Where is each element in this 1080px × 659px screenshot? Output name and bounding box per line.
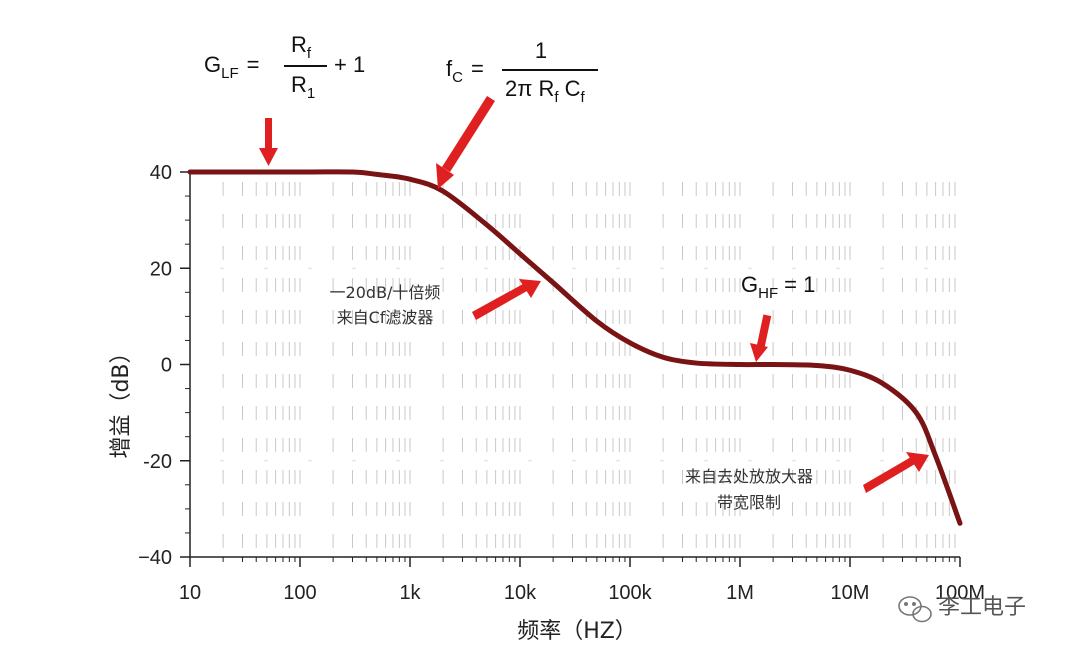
- glf-arrow: [259, 118, 278, 166]
- y-tick-label: 0: [161, 355, 172, 377]
- svg-text:Rf: Rf: [291, 32, 312, 62]
- opamp-annotation-line2: 带宽限制: [717, 493, 781, 512]
- y-axis-title: 增益（dB）: [109, 341, 134, 458]
- x-tick-label: 100M: [935, 582, 985, 604]
- axes: [189, 172, 960, 558]
- fc-formula: fC = 1 2π Rf Cf: [446, 38, 598, 106]
- x-tick-label: 10: [179, 582, 201, 604]
- svg-text:李工电子: 李工电子: [938, 595, 1026, 620]
- svg-text:1: 1: [535, 38, 547, 63]
- y-tick-label: 40: [150, 162, 172, 184]
- x-tick-label: 1M: [726, 582, 754, 604]
- x-tick-label: 10M: [831, 582, 870, 604]
- ghf-arrow: [750, 314, 772, 362]
- grid: [189, 182, 960, 551]
- svg-text:+ 1: + 1: [334, 52, 365, 77]
- y-tick-label: -20: [143, 451, 172, 473]
- svg-text:fC=: fC =: [446, 56, 484, 86]
- ghf-label: GHF = 1: [741, 272, 815, 302]
- gain-curve: [187, 169, 963, 526]
- opamp-arrow: [863, 452, 929, 493]
- ticks: [180, 171, 961, 567]
- x-axis-title: 频率（HZ）: [517, 619, 637, 644]
- x-tick-label: 100: [283, 582, 316, 604]
- arrows: [259, 96, 929, 493]
- tick-labels: 40 20 0 -20 −40 10 100 1k 10k 100k 1M 10M 100M: [138, 162, 985, 604]
- x-tick-label: 1k: [399, 582, 421, 604]
- slope-annotation-line2: 来自Cf滤波器: [337, 308, 434, 327]
- glf-formula: GLF = Rf R1 + 1: [204, 32, 365, 102]
- x-tick-label: 10k: [504, 582, 537, 604]
- slope-annotation-line1: 一20dB/十倍频: [330, 283, 441, 302]
- x-tick-label: 100k: [608, 582, 652, 604]
- wechat-icon: [898, 596, 932, 623]
- svg-text:R1: R1: [291, 72, 315, 102]
- watermark: 李工电子: [898, 595, 1026, 623]
- fc-arrow: [436, 96, 495, 189]
- opamp-annotation-line1: 来自去处放放大器: [685, 467, 813, 486]
- y-tick-label: −40: [138, 547, 172, 569]
- slope-arrow: [472, 279, 541, 320]
- y-tick-label: 20: [150, 258, 172, 280]
- svg-text:GLF=: GLF =: [204, 52, 260, 82]
